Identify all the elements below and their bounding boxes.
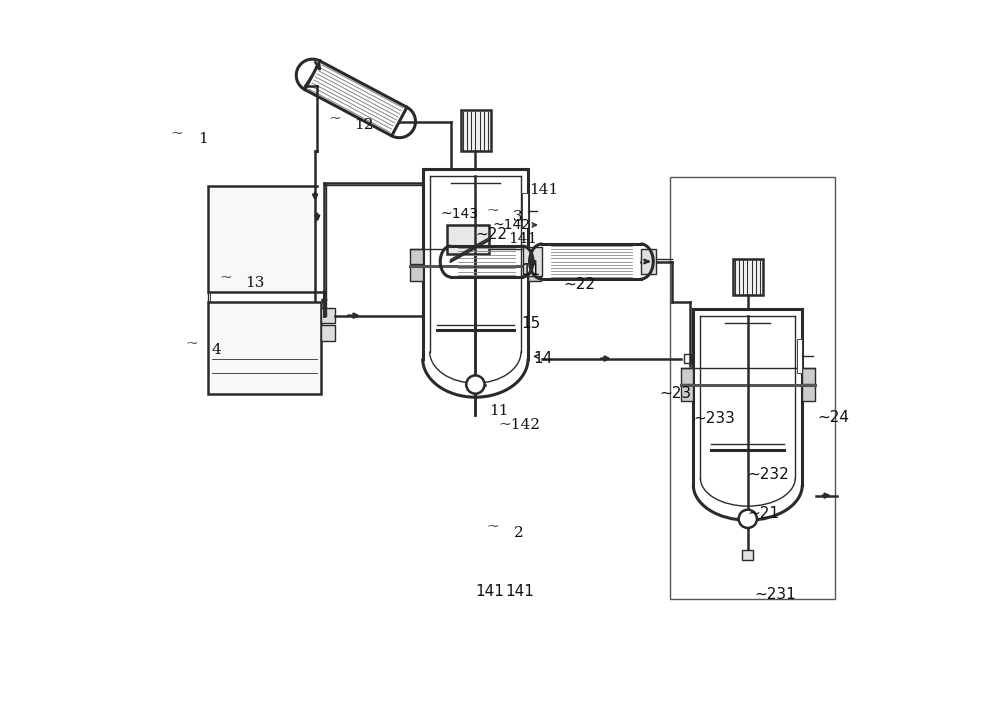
Text: ~23: ~23 (659, 386, 691, 401)
Text: ~: ~ (487, 520, 499, 534)
Bar (528, 249, 541, 264)
Bar (523, 247, 542, 276)
Bar (641, 249, 656, 274)
Text: ~142: ~142 (499, 418, 541, 432)
Bar (410, 266, 423, 281)
Bar (802, 385, 815, 401)
Text: 141: 141 (530, 183, 559, 197)
Text: ~: ~ (328, 112, 341, 127)
Bar (681, 368, 693, 384)
Text: 13: 13 (246, 276, 265, 290)
Text: 1: 1 (198, 132, 207, 146)
Bar (684, 354, 691, 363)
Text: ~: ~ (170, 127, 183, 141)
Bar (410, 249, 423, 264)
Text: 3: 3 (513, 209, 522, 224)
Text: 141: 141 (475, 584, 504, 600)
Bar (321, 308, 335, 323)
Text: ~: ~ (487, 204, 499, 218)
Bar (797, 339, 802, 373)
Bar (208, 302, 321, 394)
Bar (733, 259, 763, 295)
Circle shape (739, 510, 757, 528)
Bar (522, 193, 528, 228)
Text: ~: ~ (186, 337, 198, 352)
Text: ~143: ~143 (440, 207, 478, 221)
Text: ~: ~ (219, 271, 232, 285)
Bar (447, 225, 489, 254)
Text: 141: 141 (508, 232, 538, 246)
Text: 15: 15 (521, 316, 540, 331)
Bar (742, 550, 753, 560)
Text: 12: 12 (354, 118, 374, 132)
Text: ~231: ~231 (754, 586, 796, 602)
Text: 14: 14 (533, 351, 552, 366)
Bar (528, 266, 541, 281)
Text: ~142: ~142 (493, 218, 531, 232)
Text: 11: 11 (521, 263, 540, 278)
Circle shape (466, 375, 485, 394)
Bar (802, 368, 815, 384)
Text: 141: 141 (506, 584, 534, 600)
Text: ~24: ~24 (818, 410, 850, 425)
Bar (670, 177, 835, 599)
Text: ~21: ~21 (747, 505, 779, 521)
Text: ~232: ~232 (747, 467, 789, 482)
Bar (681, 385, 693, 401)
Bar (208, 186, 315, 292)
Text: ~233: ~233 (693, 411, 735, 426)
Text: ~22: ~22 (475, 226, 507, 242)
Text: 4: 4 (212, 343, 222, 357)
Bar (461, 110, 491, 151)
Text: 2: 2 (514, 526, 524, 540)
Text: 11: 11 (489, 404, 509, 418)
Bar (321, 325, 335, 341)
Text: ~22: ~22 (563, 277, 595, 292)
